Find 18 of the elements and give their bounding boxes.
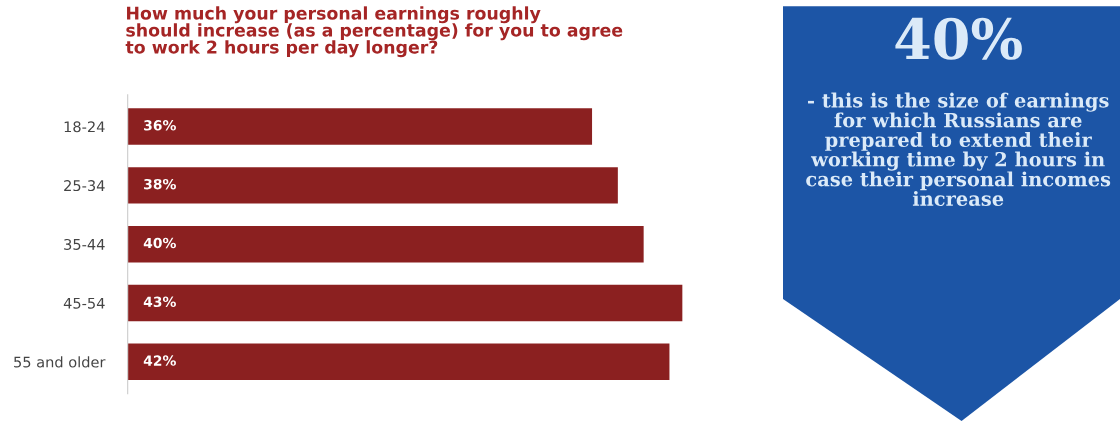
y-tick-label: 25-34 bbox=[64, 180, 105, 192]
bar bbox=[127, 167, 618, 204]
data-label: 43% bbox=[143, 296, 176, 308]
data-label: 38% bbox=[144, 178, 176, 190]
data-label: 42% bbox=[143, 355, 176, 366]
text: - this is the size of earnings for which Russians are prepared to extend their working time by 2 hours in case their personal incomes increase bbox=[806, 92, 1111, 207]
text: 40% bbox=[895, 17, 1022, 60]
y-tick-label: 35-44 bbox=[64, 238, 105, 250]
y-tick-label: 45-54 bbox=[63, 297, 105, 309]
bar bbox=[127, 343, 670, 381]
y-tick-label: 55 and older bbox=[14, 356, 106, 368]
bar bbox=[127, 225, 644, 263]
chart-title: How much your personal earnings roughly should increase (as a percentage) for you to agree to work 2 hours per day longer? bbox=[125, 6, 623, 58]
data-label: 36% bbox=[144, 120, 176, 131]
y-tick-label: 18-24 bbox=[64, 121, 105, 133]
bar bbox=[127, 108, 593, 145]
data-label: 40% bbox=[143, 237, 176, 249]
bar bbox=[127, 284, 683, 322]
